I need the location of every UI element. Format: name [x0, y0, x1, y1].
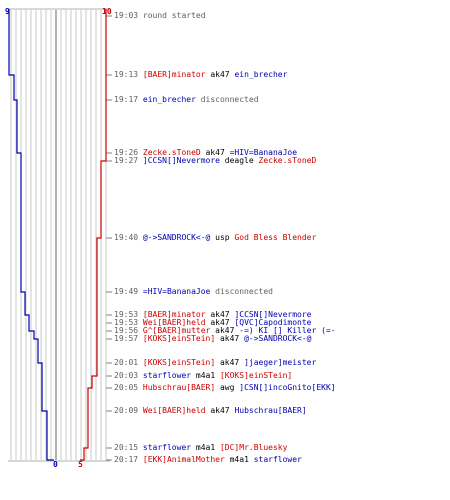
event-time: 19:17 — [114, 95, 143, 104]
player-name: ]jaeger]meister — [244, 358, 317, 367]
player-name: [EKK]AnimalMother — [142, 455, 225, 464]
event-text: round started — [142, 11, 206, 20]
player-name: starflower — [142, 443, 192, 452]
player-name: [KOKS]einSTein] — [219, 371, 293, 380]
player-name: ein_brecher — [234, 70, 288, 79]
event-time: 20:03 — [114, 371, 143, 380]
weapon-name: awg — [215, 383, 240, 392]
weapon-name: ak47 — [205, 310, 235, 319]
weapon-name: m4a1 — [191, 443, 220, 452]
event-row: 20:03 starflower m4a1 [KOKS]einSTein] — [114, 371, 292, 380]
timeline-graph — [8, 8, 112, 462]
player-name: [BAER]minator — [142, 310, 206, 319]
player-name: G^[BAER]mutter — [142, 326, 211, 335]
event-row: 19:27 ]CCSN[]Nevermore deagle Zecke.sTon… — [114, 156, 316, 165]
player-name: [DC]Mr.Bluesky — [219, 443, 288, 452]
event-row: 19:13 [BAER]minator ak47 ein_brecher — [114, 70, 287, 79]
event-time: 20:17 — [114, 455, 143, 464]
event-time: 19:27 — [114, 156, 143, 165]
event-time: 19:40 — [114, 233, 143, 242]
event-row: 19:40 @->SANDROCK<-@ usp God Bless Blend… — [114, 233, 316, 242]
event-row: 20:05 Hubschrau[BAER] awg ]CSN[]incoGnit… — [114, 383, 336, 392]
event-row: 20:15 starflower m4a1 [DC]Mr.Bluesky — [114, 443, 287, 452]
player-name: [KOKS]einSTein] — [142, 358, 216, 367]
player-name: -=) KI [] Killer (=- — [239, 326, 336, 335]
weapon-name: ak47 — [215, 358, 245, 367]
player-name: Wei[BAER]held — [142, 406, 206, 415]
event-time: 19:03 — [114, 11, 143, 20]
player-name: ]CCSN[]Nevermore — [142, 156, 220, 165]
event-time: 20:15 — [114, 443, 143, 452]
player-name: Hubschrau[BAER] — [234, 406, 307, 415]
event-row: 19:49 =HIV=BananaJoe disconnected — [114, 287, 273, 296]
event-time: 20:05 — [114, 383, 143, 392]
event-time: 20:01 — [114, 358, 143, 367]
player-name: @->SANDROCK<-@ — [142, 233, 211, 242]
event-time: 19:56 — [114, 326, 143, 335]
player-name: Zecke.sToneD — [258, 156, 317, 165]
red-end-score: 5 — [78, 460, 83, 469]
event-time: 19:57 — [114, 334, 143, 343]
player-name: starflower — [253, 455, 302, 464]
player-name: [QVC]Capodimonte — [234, 318, 312, 327]
weapon-name: usp — [210, 233, 235, 242]
event-row: 19:03 round started — [114, 11, 206, 20]
event-row: 19:53 [BAER]minator ak47 ]CCSN[]Nevermor… — [114, 310, 312, 319]
red-team-line — [80, 9, 107, 461]
player-name: @->SANDROCK<-@ — [244, 334, 312, 343]
event-row: 19:57 [KOKS]einSTein] ak47 @->SANDROCK<-… — [114, 334, 312, 343]
player-name: ]CSN[]incoGnito[EKK] — [239, 383, 336, 392]
event-time: 19:53 — [114, 310, 143, 319]
player-name: =HIV=BananaJoe — [142, 287, 211, 296]
event-row: 20:01 [KOKS]einSTein] ak47 ]jaeger]meist… — [114, 358, 316, 367]
blue-start-score: 9 — [5, 7, 10, 16]
player-name: starflower — [142, 371, 192, 380]
event-text: disconnected — [210, 287, 273, 296]
weapon-name: deagle — [219, 156, 259, 165]
player-name: [BAER]minator — [142, 70, 206, 79]
event-row: 19:56 G^[BAER]mutter ak47 -=) KI [] Kill… — [114, 326, 336, 335]
player-name: Wei[BAER]held — [142, 318, 206, 327]
blue-end-score: 0 — [53, 460, 58, 469]
blue-team-line — [8, 9, 54, 461]
event-row: 20:09 Wei[BAER]held ak47 Hubschrau[BAER] — [114, 406, 307, 415]
event-row: 19:53 Wei[BAER]held ak47 [QVC]Capodimont… — [114, 318, 312, 327]
player-name: ein_brecher — [142, 95, 196, 104]
red-start-score: 10 — [102, 7, 112, 16]
event-time: 19:49 — [114, 287, 143, 296]
player-name: Hubschrau[BAER] — [142, 383, 216, 392]
event-row: 20:17 [EKK]AnimalMother m4a1 starflower — [114, 455, 302, 464]
weapon-name: ak47 — [200, 148, 230, 157]
event-row: 19:26 Zecke.sToneD ak47 =HIV=BananaJoe — [114, 148, 297, 157]
player-name: [KOKS]einSTein] — [142, 334, 216, 343]
event-time: 20:09 — [114, 406, 143, 415]
event-time: 19:53 — [114, 318, 143, 327]
event-time: 19:26 — [114, 148, 143, 157]
weapon-name: ak47 — [210, 326, 240, 335]
weapon-name: m4a1 — [191, 371, 220, 380]
weapon-name: m4a1 — [224, 455, 254, 464]
weapon-name: ak47 — [205, 318, 235, 327]
weapon-name: ak47 — [205, 406, 235, 415]
weapon-name: ak47 — [205, 70, 235, 79]
event-time: 19:13 — [114, 70, 143, 79]
player-name: Zecke.sToneD — [142, 148, 201, 157]
event-text: disconnected — [195, 95, 259, 104]
weapon-name: ak47 — [215, 334, 245, 343]
player-name: God Bless Blender — [234, 233, 317, 242]
player-name: ]CCSN[]Nevermore — [234, 310, 312, 319]
player-name: =HIV=BananaJoe — [229, 148, 298, 157]
event-row: 19:17 ein_brecher disconnected — [114, 95, 259, 104]
